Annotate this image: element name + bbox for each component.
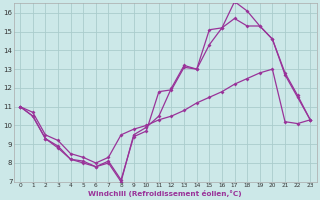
X-axis label: Windchill (Refroidissement éolien,°C): Windchill (Refroidissement éolien,°C)	[88, 190, 242, 197]
